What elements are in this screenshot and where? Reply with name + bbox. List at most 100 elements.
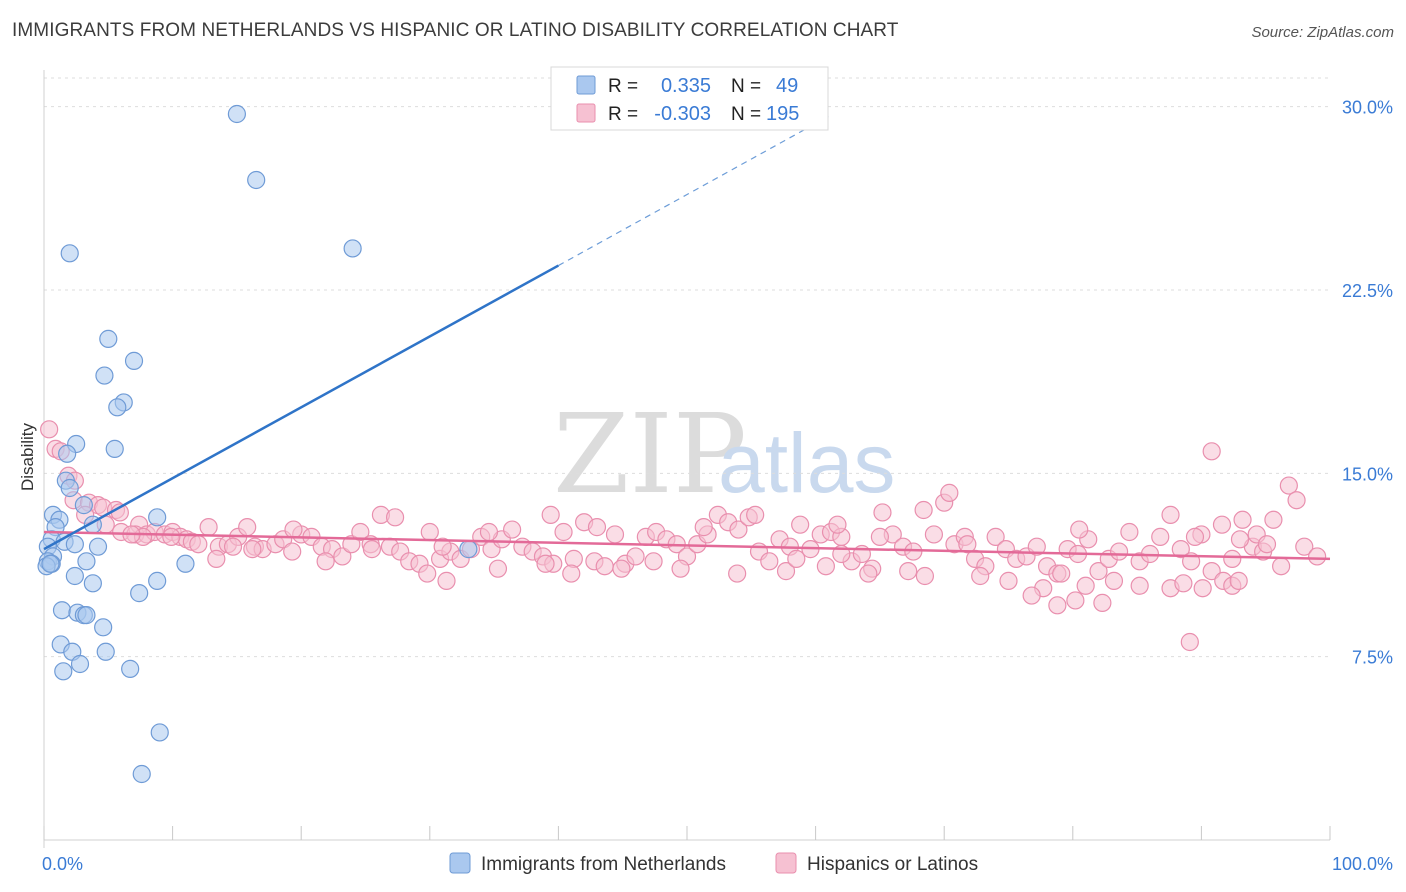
hispanics-point	[746, 505, 765, 524]
hispanics-point	[644, 552, 663, 571]
chart-title: IMMIGRANTS FROM NETHERLANDS VS HISPANIC …	[12, 20, 899, 41]
hispanics-point	[1212, 515, 1232, 534]
stats-box-frame	[550, 66, 829, 131]
netherlands-point	[148, 508, 167, 527]
hispanics-point	[924, 525, 944, 544]
hispanics-point	[1052, 564, 1071, 583]
hispanics-point	[40, 420, 59, 439]
hispanics-point	[536, 554, 555, 573]
hispanics-point	[587, 518, 607, 537]
netherlands-point	[60, 478, 79, 498]
netherlands-point	[121, 659, 140, 678]
hispanics-point	[1089, 562, 1108, 581]
netherlands-point	[52, 601, 72, 620]
hispanics-point	[1109, 542, 1129, 561]
netherlands-point	[95, 366, 114, 385]
netherlands-point	[150, 723, 169, 742]
netherlands-point	[41, 554, 60, 573]
hispanics-point	[1185, 527, 1205, 546]
hispanics-point	[1229, 571, 1248, 590]
hispanics-point	[1104, 571, 1124, 590]
netherlands-trendline	[43, 264, 560, 551]
stats-r-value-1: 0.335	[661, 75, 711, 97]
hispanics-point	[333, 547, 352, 566]
hispanics-point	[940, 483, 959, 502]
hispanics-point	[243, 540, 262, 559]
hispanics-point	[479, 522, 499, 542]
legend-item-netherlands[interactable]: Immigrants from Netherlands	[449, 852, 726, 875]
stats-r-value-2: -0.303	[654, 103, 711, 125]
hispanics-point	[418, 564, 437, 583]
netherlands-point	[83, 574, 102, 593]
y-tick-label: 22.5%	[1342, 281, 1393, 301]
netherlands-point	[99, 329, 118, 348]
x-tick-labels: 0.0% 100.0%	[42, 854, 1393, 874]
netherlands-point	[132, 764, 151, 784]
hispanics-point	[362, 540, 382, 559]
hispanics-point	[342, 535, 361, 554]
hispanics-point	[1171, 540, 1190, 559]
netherlands-trendline-extension	[558, 115, 829, 267]
netherlands-point	[176, 554, 195, 573]
hispanics-point	[870, 527, 890, 546]
legend-item-hispanics[interactable]: Hispanics or Latinos	[775, 852, 978, 875]
y-tick-label: 15.0%	[1342, 464, 1393, 484]
hispanics-point	[1233, 510, 1252, 529]
hispanics-point	[694, 518, 713, 537]
hispanics-point	[351, 522, 370, 542]
hispanics-point	[904, 542, 923, 561]
hispanics-point	[1161, 505, 1180, 524]
netherlands-point	[60, 244, 79, 263]
netherlands-points	[37, 104, 478, 784]
hispanics-point	[816, 557, 835, 576]
hispanics-point	[554, 522, 573, 542]
hispanics-point	[899, 562, 918, 581]
legend-swatch-hispanics	[775, 852, 797, 874]
hispanics-point	[791, 515, 810, 534]
hispanics-point	[729, 520, 748, 539]
legend-label-hispanics: Hispanics or Latinos	[807, 854, 978, 875]
hispanics-point	[1230, 530, 1250, 549]
x-tick-label-min: 0.0%	[42, 854, 83, 874]
netherlands-point	[94, 618, 113, 637]
hispanics-point	[316, 552, 335, 571]
netherlands-point	[108, 398, 127, 417]
y-axis-label: Disability	[18, 422, 37, 491]
legend-label-netherlands: Immigrants from Netherlands	[481, 854, 726, 875]
trendlines	[43, 115, 1331, 561]
y-tick-labels: 7.5% 15.0% 22.5% 30.0%	[1342, 98, 1393, 668]
hispanics-point	[859, 564, 878, 583]
hispanics-point	[1264, 510, 1283, 529]
hispanics-point	[1174, 574, 1193, 593]
hispanics-point	[420, 522, 439, 542]
hispanics-point	[760, 552, 779, 571]
hispanics-point	[595, 557, 614, 576]
netherlands-point	[58, 444, 77, 463]
hispanics-point	[1257, 535, 1277, 554]
stats-swatch-netherlands	[576, 75, 596, 95]
hispanics-point	[385, 508, 405, 527]
netherlands-point	[65, 566, 84, 586]
hispanics-point	[1180, 632, 1199, 652]
hispanics-point	[1070, 520, 1089, 539]
hispanics-point	[728, 564, 747, 583]
hispanics-point	[562, 564, 581, 583]
hispanics-trendline	[43, 530, 1331, 561]
stats-n-label-1: N =	[731, 76, 761, 97]
netherlands-point	[148, 571, 167, 590]
netherlands-point	[77, 552, 96, 571]
legend-swatch-netherlands	[449, 852, 471, 874]
hispanics-point	[199, 518, 218, 537]
netherlands-point	[88, 537, 108, 556]
netherlands-point	[247, 170, 266, 190]
legend: Immigrants from Netherlands Hispanics or…	[449, 852, 978, 875]
netherlands-point	[96, 642, 115, 661]
hispanics-point	[1130, 576, 1149, 595]
hispanics-point	[503, 520, 522, 539]
hispanics-point	[1151, 527, 1170, 546]
hispanics-point	[1048, 596, 1067, 615]
netherlands-point	[70, 654, 90, 674]
watermark-atlas: atlas	[718, 416, 895, 510]
hispanics-point	[1202, 442, 1221, 461]
